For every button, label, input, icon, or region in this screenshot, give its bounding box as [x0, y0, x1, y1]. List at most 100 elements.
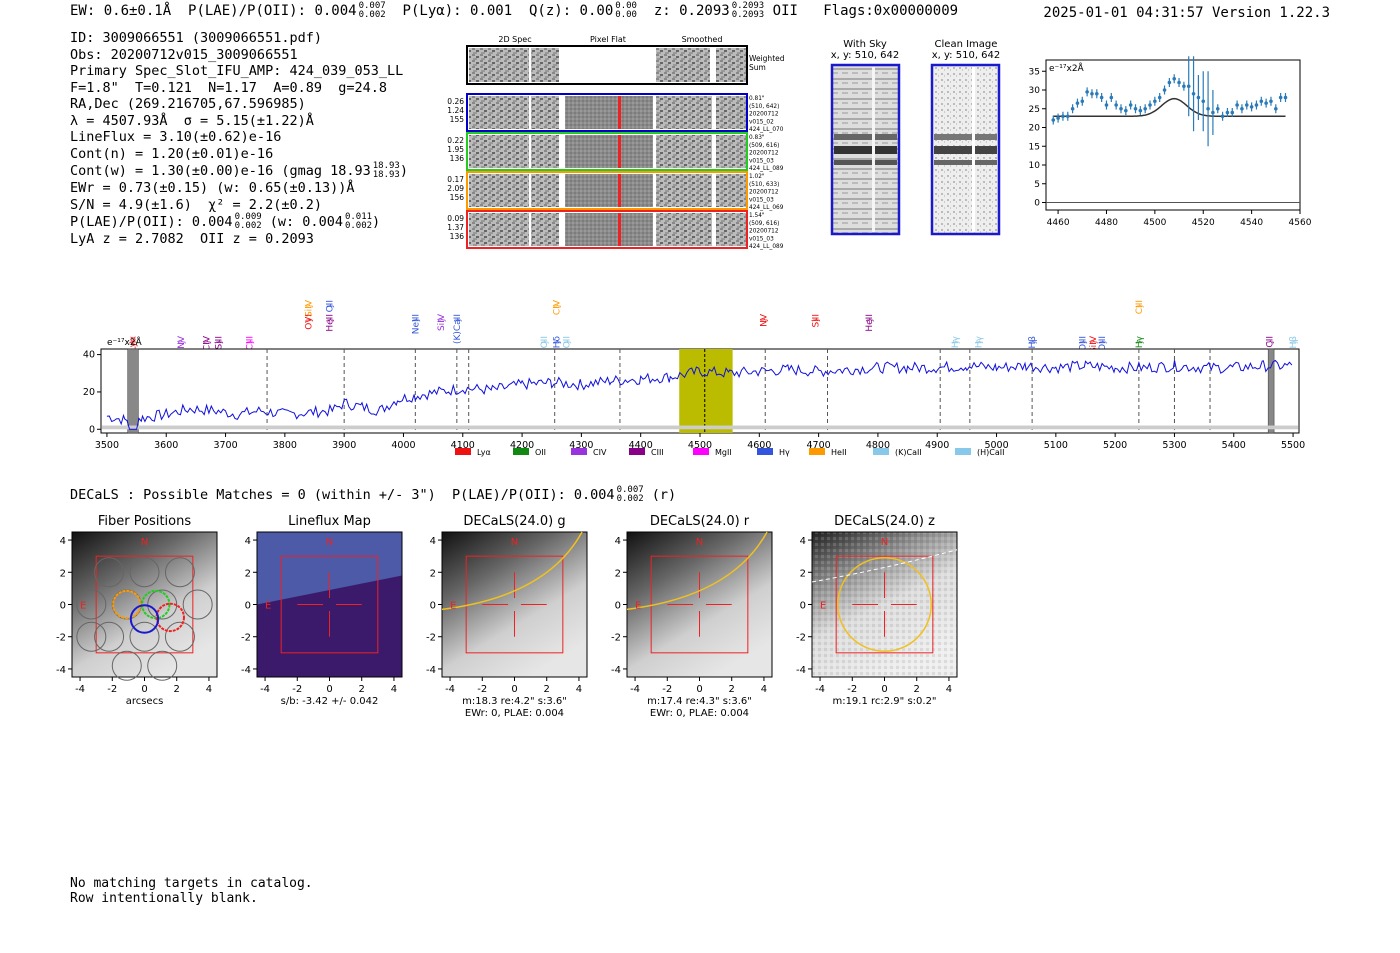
line-label-18: HeII [865, 314, 875, 332]
line-label-26: Hγ [1135, 335, 1145, 348]
spectrum-xtick-label-10: 4500 [688, 440, 712, 451]
decals-panel-lineflux: Lineflux Map N E -4 -4 -2 -2 0 0 2 2 4 4 s/b: -3.42 +… [241, 514, 403, 707]
cutout-right-3-2: 20200712 [749, 229, 779, 235]
zoom-point-46 [1274, 106, 1278, 111]
zoom-point-7 [1085, 90, 1089, 94]
spectrum-xtick-label-18: 5300 [1162, 440, 1186, 451]
decals-ytick-label-fibers-4: 4 [60, 536, 66, 547]
decals-caption-r-0: m:17.4 re:4.3" s:3.6" [647, 696, 752, 707]
cutout-left-3-0: 0.09 [447, 214, 464, 223]
line-label-brace-5: } [305, 303, 314, 308]
decals-xtick-label-fibers-4: 4 [206, 684, 212, 695]
cutout-smooth-2 [656, 174, 712, 207]
zoom-ylabel: e⁻¹⁷x2Å [1049, 62, 1085, 74]
zoom-point-23 [1162, 88, 1167, 92]
line-label-brace-17: } [812, 317, 821, 322]
ellipse-z [837, 557, 932, 652]
zoom-point-40 [1244, 103, 1249, 107]
z-lo: 0.2093 [731, 10, 765, 20]
line-label-16: NV [759, 313, 769, 327]
decals-xtick-label-lineflux-0: -4 [260, 684, 270, 695]
zoom-ytick-label-0: 0 [1034, 199, 1040, 209]
legend-label-1: OII [535, 448, 546, 457]
zoom-point-30 [1196, 95, 1201, 100]
col-label-flat: Pixel Flat [590, 35, 626, 44]
cutout-left-0-2: 155 [450, 115, 465, 124]
zoom-xtick-label-0: 4460 [1047, 218, 1070, 228]
lineflux-overlay [257, 532, 402, 605]
decals-panel-title-fibers: Fiber Positions [98, 514, 191, 529]
cutout-2d-b-3 [531, 213, 559, 246]
cutout-left-0-1: 1.24 [447, 106, 464, 115]
line-label-brace-25: } [1135, 303, 1144, 308]
decals-xtick-label-r-1: -2 [662, 684, 672, 695]
line-label-brace-12: } [552, 303, 561, 308]
legend-label-7: (K)CaII [895, 448, 922, 457]
cutout-flat-line-2 [618, 174, 621, 207]
cutout-2d-b-0 [531, 96, 559, 129]
decals-ytick-label-lineflux-0: -4 [241, 665, 251, 676]
cutout-2d-2 [469, 174, 529, 207]
zoom-point-14 [1119, 106, 1123, 111]
spectrum-xtick-label-1: 3600 [154, 440, 178, 451]
fiber-circle-1 [129, 557, 160, 588]
line-label-7: OVI [305, 314, 315, 330]
cutout-right-2-4: 424_LL_069 [749, 205, 784, 211]
east-label-fibers: E [80, 601, 86, 612]
cutout-right-1-4: 424_LL_089 [749, 166, 784, 172]
zoom-point-24 [1167, 80, 1172, 85]
weighted-label-1: Weighted [749, 54, 785, 63]
decals-panel-title-z: DECaLS(24.0) z [834, 514, 935, 529]
weighted-label-2: Sum [749, 63, 766, 72]
spectrum-mask-1 [1267, 348, 1275, 434]
decals-ytick-label-z-0: -4 [796, 665, 806, 676]
footer-line-1: No matching targets in catalog. [70, 876, 313, 891]
decals-ytick-label-g-0: -4 [426, 665, 436, 676]
cutout-right-3-0: 1.54" [749, 213, 765, 219]
spectrum-xtick-label-14: 4900 [925, 440, 949, 451]
line-label-brace-6: } [325, 303, 334, 308]
spectrum-ytick-label-1: 20 [83, 387, 95, 398]
legend-label-3: CIII [651, 448, 664, 457]
line-label-brace-14: } [552, 339, 561, 344]
plae-hi: 0.007 [358, 1, 386, 11]
zoom-point-15 [1124, 108, 1128, 113]
cutout-2d-b-1 [531, 135, 559, 168]
cutout-frame-0 [466, 93, 748, 132]
decals-ytick-label-g-4: 4 [430, 536, 436, 547]
spectrum-line [106, 359, 1293, 430]
decals-panels: Fiber Positions N E -4 -4 -2 -2 0 0 2 2 4 4 arcsecs Li… [56, 514, 958, 719]
zoom-ytick-label-1: 5 [1034, 180, 1040, 190]
qz-hi: 0.00 [615, 1, 637, 11]
decals-xtick-label-r-3: 2 [729, 684, 735, 695]
line-label-brace-11: } [453, 317, 462, 322]
spectrum-xtick-label-15: 5000 [984, 440, 1008, 451]
aperture-box-r [650, 555, 749, 654]
spectrum-xtick-label-8: 4300 [569, 440, 593, 451]
decals-ytick-label-r-3: 2 [615, 568, 621, 579]
decals-xtick-label-g-4: 4 [576, 684, 582, 695]
cutout-frame-1 [466, 132, 748, 171]
decals-xtick-label-g-1: -2 [477, 684, 487, 695]
decals-ytick-label-z-4: 4 [800, 536, 806, 547]
line-label-brace-24: } [1098, 339, 1107, 344]
zoom-point-27 [1182, 84, 1186, 89]
line-label-brace-15: } [563, 339, 572, 344]
fiber-circle-12 [76, 621, 107, 652]
zoom-point-10 [1099, 95, 1104, 100]
cutout-flat-2 [565, 174, 653, 207]
north-label-fibers: N [141, 537, 148, 548]
zoom-point-9 [1095, 91, 1099, 96]
spectrum-xtick-label-4: 3900 [332, 440, 356, 451]
cutout-right-0-0: 0.81" [749, 96, 765, 102]
ew-value: EW: 0.6±0.1Å [70, 3, 172, 19]
line-label-0: Lyα [128, 336, 138, 352]
zoom-xtick-label-4: 4540 [1240, 218, 1263, 228]
decals-xtick-label-r-0: -4 [630, 684, 640, 695]
legend-swatch-2 [571, 448, 587, 455]
info-primary: Primary Spec_Slot_IFU_AMP: 424_039_053_L… [70, 63, 404, 79]
zoom-ytick-label-4: 20 [1029, 124, 1041, 134]
cutout-left-1-2: 136 [450, 154, 465, 163]
z-boundary [811, 549, 958, 583]
